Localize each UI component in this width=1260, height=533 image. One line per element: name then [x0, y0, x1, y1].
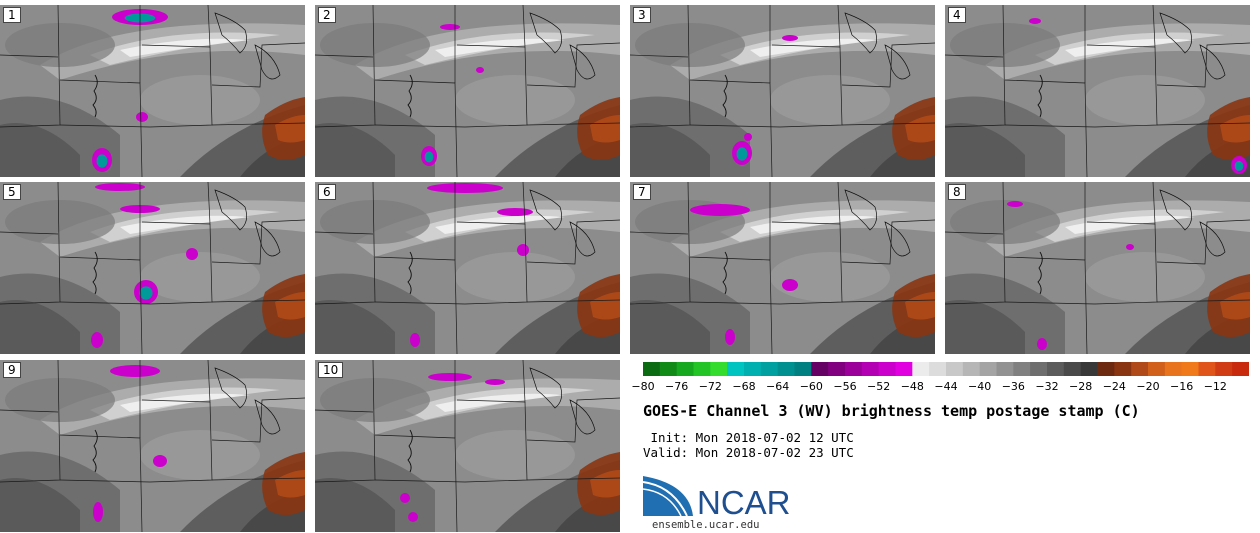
colorbar-swatch — [1080, 362, 1098, 376]
colorbar-swatch — [845, 362, 863, 376]
colorbar-swatch — [861, 362, 880, 376]
colorbar-tick-label: −16 — [1170, 380, 1194, 393]
colorbar-swatch — [1063, 362, 1082, 376]
colorbar-swatch — [996, 362, 1014, 376]
colorbar-tick-label: −28 — [1069, 380, 1093, 393]
colorbar-tick-label: −72 — [698, 380, 722, 393]
init-time: Init: Mon 2018-07-02 12 UTC — [643, 430, 854, 445]
colorbar-swatch — [878, 362, 896, 376]
ncar-logo-icon — [643, 476, 693, 517]
member-panel: 5 — [0, 182, 305, 354]
colorbar-swatch — [676, 362, 694, 376]
colorbar-tick-label: −76 — [665, 380, 689, 393]
colorbar-swatch — [895, 362, 913, 376]
colorbar-tick-label: −68 — [732, 380, 756, 393]
colorbar-swatches — [643, 362, 1249, 376]
colorbar-tick-label: −48 — [900, 380, 924, 393]
panel-number-label: 3 — [633, 7, 651, 23]
panel-number-label: 1 — [3, 7, 21, 23]
colorbar-swatch — [929, 362, 947, 376]
colorbar-swatch — [777, 362, 795, 376]
panel-number-label: 7 — [633, 184, 651, 200]
colorbar-tick-label: −60 — [799, 380, 823, 393]
colorbar-swatch — [1181, 362, 1199, 376]
colorbar-swatch — [1131, 362, 1149, 376]
colorbar-swatch — [710, 362, 728, 376]
member-panel: 9 — [0, 360, 305, 532]
panel-number-label: 9 — [3, 362, 21, 378]
colorbar-tick-label: −44 — [934, 380, 958, 393]
member-panel: 2 — [315, 5, 620, 177]
colorbar: −80 −76 −72 −68 −64 −60 −56 −52 −48 −44 −40 −36 −32−… — [630, 360, 1255, 400]
member-panel: 1 — [0, 5, 305, 177]
valid-time: Valid: Mon 2018-07-02 23 UTC — [643, 445, 854, 460]
ncar-logo-text: NCAR — [697, 484, 791, 521]
colorbar-swatch — [1164, 362, 1183, 376]
colorbar-tick-label: −80 — [631, 380, 655, 393]
colorbar-swatch — [744, 362, 762, 376]
colorbar-swatch — [828, 362, 846, 376]
member-panel: 8 — [945, 182, 1250, 354]
colorbar-tick-label: −32 — [1035, 380, 1059, 393]
colorbar-tick-label: −20 — [1136, 380, 1160, 393]
colorbar-swatch — [1232, 362, 1249, 376]
panel-number-label: 8 — [948, 184, 966, 200]
colorbar-tick-label: −64 — [766, 380, 790, 393]
colorbar-tick-label: −12 — [1203, 380, 1227, 393]
colorbar-tick-label: −40 — [968, 380, 992, 393]
member-panel: 4 — [945, 5, 1250, 177]
colorbar-swatch — [643, 362, 661, 376]
colorbar-swatch — [1047, 362, 1065, 376]
member-panel: 6 — [315, 182, 620, 354]
colorbar-tick-label: −24 — [1102, 380, 1126, 393]
colorbar-tick-label: −56 — [833, 380, 857, 393]
member-panel: 7 — [630, 182, 935, 354]
colorbar-swatch — [1030, 362, 1048, 376]
panel-number-label: 5 — [3, 184, 21, 200]
website-url: ensemble.ucar.edu — [652, 519, 760, 531]
colorbar-swatch — [1013, 362, 1031, 376]
panel-number-label: 10 — [318, 362, 344, 378]
colorbar-swatch — [1198, 362, 1216, 376]
colorbar-swatch — [979, 362, 997, 376]
panel-number-label: 2 — [318, 7, 336, 23]
colorbar-swatch — [1114, 362, 1132, 376]
panel-number-label: 4 — [948, 7, 966, 23]
colorbar-swatch — [962, 362, 981, 376]
colorbar-swatch — [1097, 362, 1115, 376]
colorbar-tick-label: −36 — [1001, 380, 1025, 393]
member-panel: 10 — [315, 360, 620, 532]
colorbar-swatch — [912, 362, 930, 376]
colorbar-swatch — [946, 362, 964, 376]
colorbar-swatch — [727, 362, 745, 376]
colorbar-swatch — [1148, 362, 1166, 376]
panel-number-label: 6 — [318, 184, 336, 200]
colorbar-tick-label: −52 — [867, 380, 891, 393]
colorbar-swatch — [760, 362, 779, 376]
product-title: GOES-E Channel 3 (WV) brightness temp po… — [643, 402, 1140, 420]
member-panel: 3 — [630, 5, 935, 177]
colorbar-swatch — [659, 362, 678, 376]
colorbar-swatch — [794, 362, 812, 376]
colorbar-swatch — [1215, 362, 1233, 376]
colorbar-swatch — [693, 362, 711, 376]
colorbar-swatch — [811, 362, 829, 376]
